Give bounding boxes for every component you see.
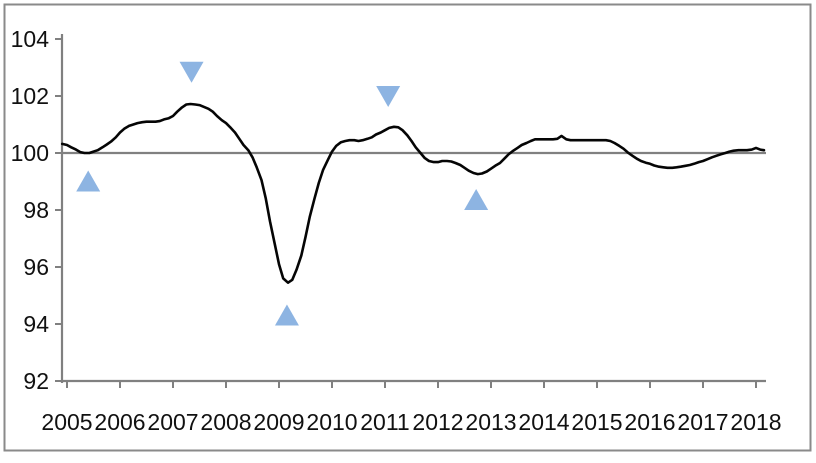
x-tick-label: 2013 (465, 409, 516, 435)
x-tick-label: 2018 (730, 409, 781, 435)
y-tick-label: 102 (11, 83, 49, 109)
indicator-line (60, 102, 766, 285)
x-axis: 2005 2006 2007 2008 2009 2010 2011 2012 2013 2014… (41, 379, 782, 435)
x-tick-label: 2007 (147, 409, 198, 435)
y-tick-label: 98 (23, 197, 49, 223)
x-tick-label: 2010 (306, 409, 357, 435)
peak-marker-triangle-down (179, 61, 204, 83)
y-tick-label: 92 (23, 368, 49, 394)
indicator-line-series (60, 102, 766, 285)
y-tick-label: 104 (11, 26, 50, 52)
x-tick-label: 2015 (571, 409, 622, 435)
x-tick-label: 2009 (253, 409, 304, 435)
y-axis: 104 102 100 98 96 94 92 (11, 26, 64, 394)
trough-marker-triangle-up (76, 170, 101, 192)
chart-border (3, 3, 812, 452)
y-tick-label: 96 (23, 254, 49, 280)
x-tick-label: 2014 (518, 409, 569, 435)
x-tick-label: 2012 (412, 409, 463, 435)
trough-marker-triangle-up (464, 189, 489, 211)
x-tick-label: 2008 (200, 409, 251, 435)
y-tick-label: 100 (11, 140, 49, 166)
x-tick-label: 2011 (360, 409, 409, 435)
x-tick-label: 2016 (624, 409, 675, 435)
peak-marker-triangle-down (376, 86, 401, 107)
peak-triangle-markers (179, 61, 401, 107)
x-tick-label: 2006 (94, 409, 145, 435)
y-tick-label: 94 (23, 311, 49, 337)
x-tick-label: 2005 (41, 409, 92, 435)
x-tick-label: 2017 (677, 409, 728, 435)
trough-triangle-markers (76, 170, 489, 326)
trough-marker-triangle-up (274, 304, 299, 326)
